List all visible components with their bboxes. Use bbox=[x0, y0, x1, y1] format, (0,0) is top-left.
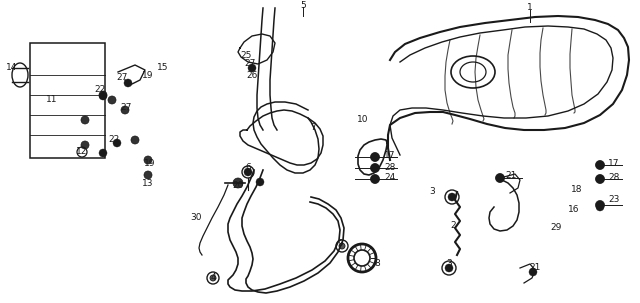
Text: 17: 17 bbox=[608, 158, 620, 168]
Text: 6: 6 bbox=[245, 164, 251, 172]
Text: 23: 23 bbox=[608, 195, 620, 205]
Text: 14: 14 bbox=[6, 64, 18, 72]
Circle shape bbox=[595, 201, 605, 209]
Text: 21: 21 bbox=[529, 264, 541, 272]
Text: 22: 22 bbox=[108, 135, 120, 145]
Circle shape bbox=[210, 275, 216, 281]
Circle shape bbox=[371, 164, 379, 172]
Text: 15: 15 bbox=[157, 64, 169, 72]
Circle shape bbox=[233, 178, 243, 188]
Circle shape bbox=[81, 141, 89, 149]
Circle shape bbox=[449, 194, 455, 200]
Text: 4: 4 bbox=[210, 274, 216, 282]
Circle shape bbox=[371, 175, 379, 183]
Circle shape bbox=[99, 149, 107, 157]
Text: 22: 22 bbox=[94, 85, 106, 95]
Text: 25: 25 bbox=[240, 51, 252, 59]
Circle shape bbox=[596, 175, 604, 183]
Text: 17: 17 bbox=[384, 151, 396, 159]
Text: 12: 12 bbox=[76, 148, 88, 157]
Text: 18: 18 bbox=[572, 185, 583, 195]
Circle shape bbox=[256, 178, 264, 186]
Circle shape bbox=[596, 203, 604, 211]
Circle shape bbox=[99, 91, 107, 99]
Circle shape bbox=[448, 193, 456, 201]
Text: 13: 13 bbox=[142, 178, 154, 188]
Text: 2: 2 bbox=[450, 221, 456, 229]
Circle shape bbox=[496, 174, 504, 182]
Circle shape bbox=[244, 168, 252, 176]
Circle shape bbox=[99, 92, 107, 100]
Circle shape bbox=[529, 268, 537, 276]
Text: 5: 5 bbox=[300, 1, 306, 9]
Circle shape bbox=[371, 175, 380, 184]
Circle shape bbox=[108, 96, 116, 104]
Text: 8: 8 bbox=[374, 259, 380, 268]
Text: 11: 11 bbox=[46, 95, 58, 105]
Circle shape bbox=[595, 161, 605, 169]
Bar bbox=[30, 43, 105, 158]
Text: 16: 16 bbox=[568, 205, 580, 215]
Circle shape bbox=[121, 106, 129, 114]
Text: 29: 29 bbox=[550, 224, 562, 232]
Text: 1: 1 bbox=[527, 4, 533, 12]
Text: 24: 24 bbox=[385, 174, 396, 182]
Text: 28: 28 bbox=[384, 162, 396, 171]
Circle shape bbox=[596, 161, 604, 169]
Text: 27: 27 bbox=[120, 104, 132, 112]
Text: 30: 30 bbox=[190, 214, 202, 222]
Circle shape bbox=[113, 139, 121, 147]
Circle shape bbox=[248, 64, 256, 72]
Text: 26: 26 bbox=[246, 71, 258, 79]
Circle shape bbox=[445, 264, 453, 272]
Text: 19: 19 bbox=[142, 71, 154, 79]
Circle shape bbox=[595, 175, 605, 184]
Circle shape bbox=[81, 116, 89, 124]
Circle shape bbox=[339, 243, 345, 249]
Circle shape bbox=[446, 265, 452, 271]
Text: 9: 9 bbox=[337, 238, 343, 248]
Circle shape bbox=[371, 152, 380, 161]
Text: 20: 20 bbox=[232, 181, 244, 189]
Text: 7: 7 bbox=[310, 124, 316, 132]
Circle shape bbox=[124, 79, 132, 87]
Text: 3: 3 bbox=[446, 259, 452, 268]
Circle shape bbox=[371, 153, 379, 161]
Text: 19: 19 bbox=[144, 158, 156, 168]
Circle shape bbox=[144, 156, 152, 164]
Circle shape bbox=[371, 164, 380, 172]
Text: 21: 21 bbox=[506, 171, 516, 179]
Text: 27: 27 bbox=[244, 58, 256, 68]
Text: 28: 28 bbox=[608, 174, 620, 182]
Circle shape bbox=[131, 136, 139, 144]
Circle shape bbox=[144, 171, 152, 179]
Text: 27: 27 bbox=[116, 74, 128, 82]
Circle shape bbox=[495, 174, 504, 182]
Text: 3: 3 bbox=[429, 188, 435, 197]
Text: 10: 10 bbox=[357, 115, 369, 125]
